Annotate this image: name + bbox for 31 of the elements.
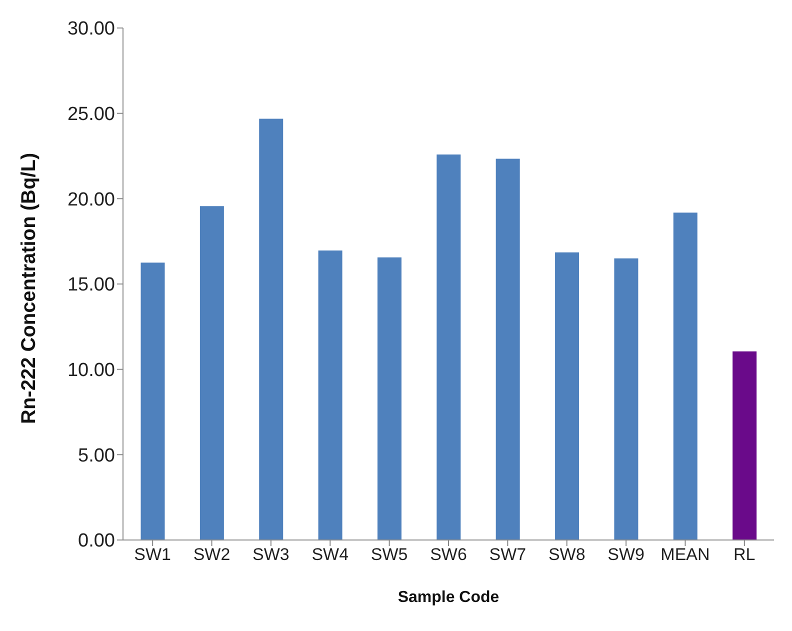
bar: [732, 351, 757, 540]
y-tick-label: 10.00: [67, 360, 115, 382]
x-tick-label: SW6: [430, 545, 467, 564]
y-axis-title: Rn-222 Concentration (Bq/L): [18, 152, 40, 424]
y-tick-label: 25.00: [67, 104, 115, 126]
bar: [436, 154, 461, 540]
y-tick-label: 20.00: [67, 189, 115, 210]
x-tick-label: SW9: [608, 545, 644, 564]
x-tick-label: SW1: [134, 545, 172, 564]
bar: [496, 158, 520, 540]
bar: [259, 118, 284, 540]
bar: [673, 212, 698, 540]
bar: [614, 258, 638, 540]
x-tick-label: RL: [734, 545, 756, 564]
bar: [200, 206, 224, 540]
y-tick-label: 5.00: [78, 445, 115, 466]
x-tick-label: MEAN: [660, 545, 710, 564]
bar: [555, 252, 580, 540]
x-tick-label: SW3: [252, 545, 290, 564]
x-tick-label: SW8: [548, 545, 586, 564]
x-tick-label: SW5: [370, 545, 408, 564]
x-tick-label: SW4: [312, 545, 349, 564]
x-tick-label: SW7: [489, 545, 526, 564]
y-tick-label: 15.00: [67, 274, 115, 296]
y-tick-label: 30.00: [67, 18, 115, 40]
bar: [140, 262, 165, 540]
bar: [318, 250, 342, 540]
x-axis-title: Sample Code: [398, 589, 500, 606]
x-tick-label: SW2: [193, 545, 230, 564]
y-tick-label: 0.00: [78, 530, 115, 552]
bar: [377, 257, 402, 540]
